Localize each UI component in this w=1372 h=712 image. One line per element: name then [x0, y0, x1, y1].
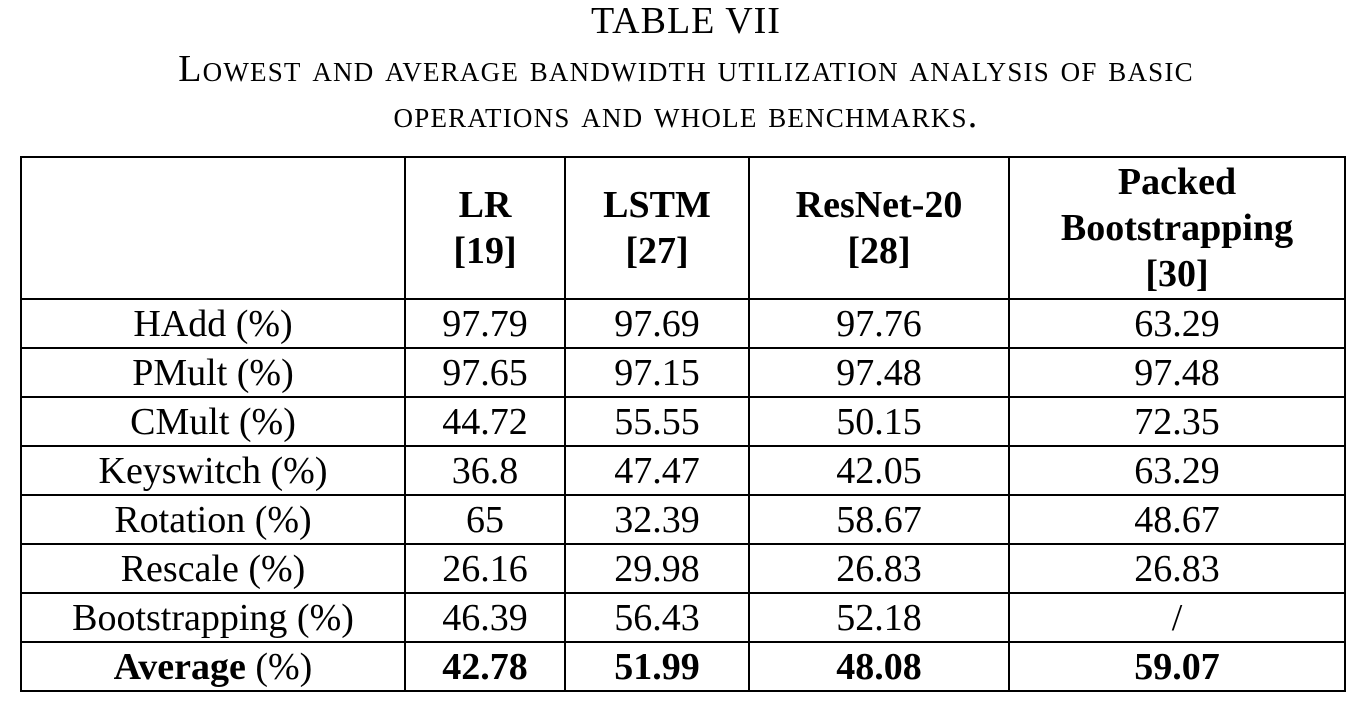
table-cell: 26.83: [748, 543, 1010, 594]
table-cell: 51.99: [564, 641, 750, 692]
table-cell: 47.47: [564, 445, 750, 496]
table-label: TABLE VII: [591, 0, 781, 42]
table-cell: 59.07: [1008, 641, 1346, 692]
row-label: Rotation (%): [20, 494, 406, 545]
row-label: Keyswitch (%): [20, 445, 406, 496]
table-cell: 58.67: [748, 494, 1010, 545]
table-cell: 65: [404, 494, 566, 545]
table-cell: 97.15: [564, 347, 750, 398]
table-cell: /: [1008, 592, 1346, 643]
table-cell: 29.98: [564, 543, 750, 594]
table-cell: 48.08: [748, 641, 1010, 692]
table-cell: 72.35: [1008, 396, 1346, 447]
table-cell: 97.76: [748, 298, 1010, 349]
table-cell: 32.39: [564, 494, 750, 545]
table-row: Rotation (%) 65 32.39 58.67 48.67: [20, 494, 1346, 545]
table-cell: 56.43: [564, 592, 750, 643]
table-cell: 97.48: [748, 347, 1010, 398]
table-cell: 26.16: [404, 543, 566, 594]
table-header: LR [19] LSTM [27] ResNet-20 [28] Packed …: [20, 156, 1346, 300]
table-cell: 42.78: [404, 641, 566, 692]
row-label: HAdd (%): [20, 298, 406, 349]
table-title-line-1: Lowest and average bandwidth utilization…: [178, 48, 1194, 90]
row-label: CMult (%): [20, 396, 406, 447]
average-row: Average (%) 42.78 51.99 48.08 59.07: [20, 641, 1346, 692]
header-row: LR [19] LSTM [27] ResNet-20 [28] Packed …: [20, 156, 1346, 300]
table-cell: 42.05: [748, 445, 1010, 496]
table-row: PMult (%) 97.65 97.15 97.48 97.48: [20, 347, 1346, 398]
row-label: PMult (%): [20, 347, 406, 398]
table-cell: 26.83: [1008, 543, 1346, 594]
table-cell: 52.18: [748, 592, 1010, 643]
table-title-line-2: operations and whole benchmarks.: [393, 94, 979, 136]
table-cell: 46.39: [404, 592, 566, 643]
header-cell-resnet20: ResNet-20 [28]: [748, 156, 1010, 300]
row-label: Rescale (%): [20, 543, 406, 594]
table-row: Keyswitch (%) 36.8 47.47 42.05 63.29: [20, 445, 1346, 496]
row-label: Average (%): [20, 641, 406, 692]
header-cell-lstm: LSTM [27]: [564, 156, 750, 300]
table-cell: 36.8: [404, 445, 566, 496]
header-cell-empty: [20, 156, 406, 300]
table-row: HAdd (%) 97.79 97.69 97.76 63.29: [20, 298, 1346, 349]
row-label: Bootstrapping (%): [20, 592, 406, 643]
table-cell: 97.48: [1008, 347, 1346, 398]
header-cell-packed-bootstrapping: Packed Bootstrapping [30]: [1008, 156, 1346, 300]
table-row: CMult (%) 44.72 55.55 50.15 72.35: [20, 396, 1346, 447]
table-title: Lowest and average bandwidth utilization…: [0, 46, 1372, 138]
table-cell: 44.72: [404, 396, 566, 447]
table-cell: 48.67: [1008, 494, 1346, 545]
table-body: HAdd (%) 97.79 97.69 97.76 63.29 PMult (…: [20, 298, 1346, 692]
table-cell: 63.29: [1008, 445, 1346, 496]
table-cell: 63.29: [1008, 298, 1346, 349]
utilization-table: LR [19] LSTM [27] ResNet-20 [28] Packed …: [20, 156, 1346, 692]
table-row: Bootstrapping (%) 46.39 56.43 52.18 /: [20, 592, 1346, 643]
table-cell: 97.65: [404, 347, 566, 398]
table-row: Rescale (%) 26.16 29.98 26.83 26.83: [20, 543, 1346, 594]
table-cell: 50.15: [748, 396, 1010, 447]
table-cell: 55.55: [564, 396, 750, 447]
table-cell: 97.69: [564, 298, 750, 349]
header-cell-lr: LR [19]: [404, 156, 566, 300]
table-cell: 97.79: [404, 298, 566, 349]
